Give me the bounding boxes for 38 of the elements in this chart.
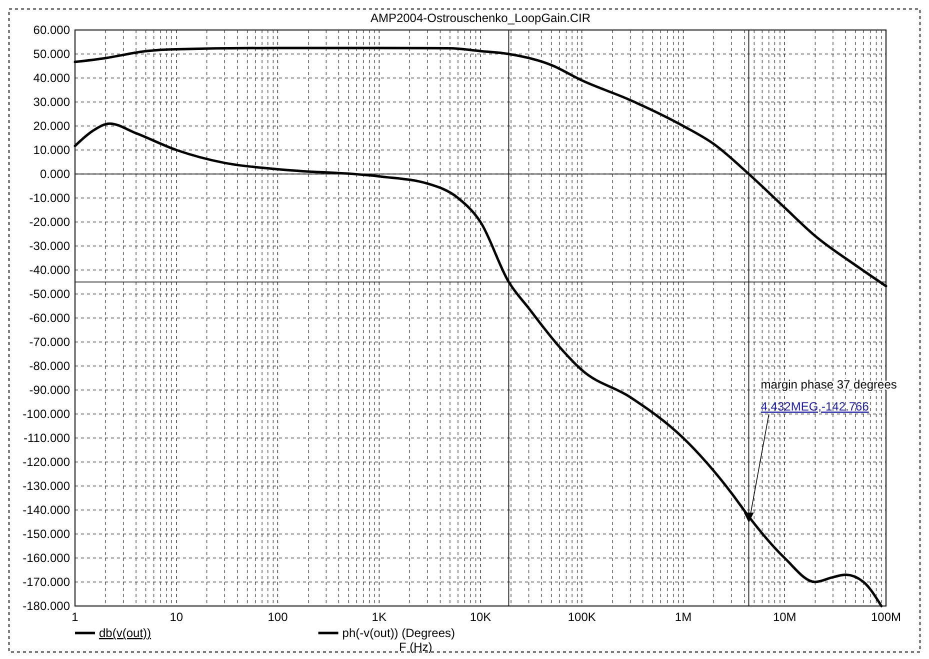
x-tick-label: 100M xyxy=(870,610,902,624)
y-tick-label: -30.000 xyxy=(29,239,70,254)
chart-title: AMP2004-Ostrouschenko_LoopGain.CIR xyxy=(370,11,591,25)
x-tick-label: 1K xyxy=(372,610,386,624)
y-tick-label: -170.000 xyxy=(22,575,70,590)
y-tick-label: -10.000 xyxy=(29,191,70,206)
y-tick-label: -20.000 xyxy=(29,215,70,230)
y-tick-label: 20.000 xyxy=(33,119,70,134)
y-tick-label: 40.000 xyxy=(33,71,70,86)
y-tick-label: -140.000 xyxy=(22,503,70,518)
y-tick-label: 30.000 xyxy=(33,95,70,110)
y-tick-label: -120.000 xyxy=(22,455,70,470)
x-tick-label: 100 xyxy=(268,610,288,624)
y-tick-label: 60.000 xyxy=(33,23,70,38)
y-tick-label: -130.000 xyxy=(22,479,70,494)
y-tick-label: -100.000 xyxy=(22,407,70,422)
x-tick-label: 1 xyxy=(72,610,79,624)
y-tick-label: -70.000 xyxy=(29,335,70,350)
y-tick-label: 0.000 xyxy=(40,167,70,182)
x-tick-label: 10 xyxy=(170,610,184,624)
y-tick-label: 10.000 xyxy=(33,143,70,158)
y-tick-label: -80.000 xyxy=(29,359,70,374)
y-tick-label: -60.000 xyxy=(29,311,70,326)
x-tick-label: 10K xyxy=(470,610,492,624)
x-tick-label: 10M xyxy=(772,610,796,624)
y-tick-label: -40.000 xyxy=(29,263,70,278)
y-tick-label: -150.000 xyxy=(22,527,70,542)
y-tick-label: -180.000 xyxy=(22,599,70,614)
x-tick-label: 100K xyxy=(568,610,596,624)
y-tick-label: -110.000 xyxy=(24,431,70,446)
y-tick-label: -90.000 xyxy=(29,383,70,398)
x-tick-label: 1M xyxy=(674,610,692,624)
annotation: 4.432MEG,-142.766 xyxy=(760,400,870,414)
y-tick-label: -160.000 xyxy=(22,551,70,566)
legend-label: db(v(out)) xyxy=(99,626,152,640)
legend-label: ph(-v(out)) (Degrees) xyxy=(342,626,456,640)
y-tick-label: -50.000 xyxy=(29,287,70,302)
y-tick-label: 50.000 xyxy=(33,47,70,62)
